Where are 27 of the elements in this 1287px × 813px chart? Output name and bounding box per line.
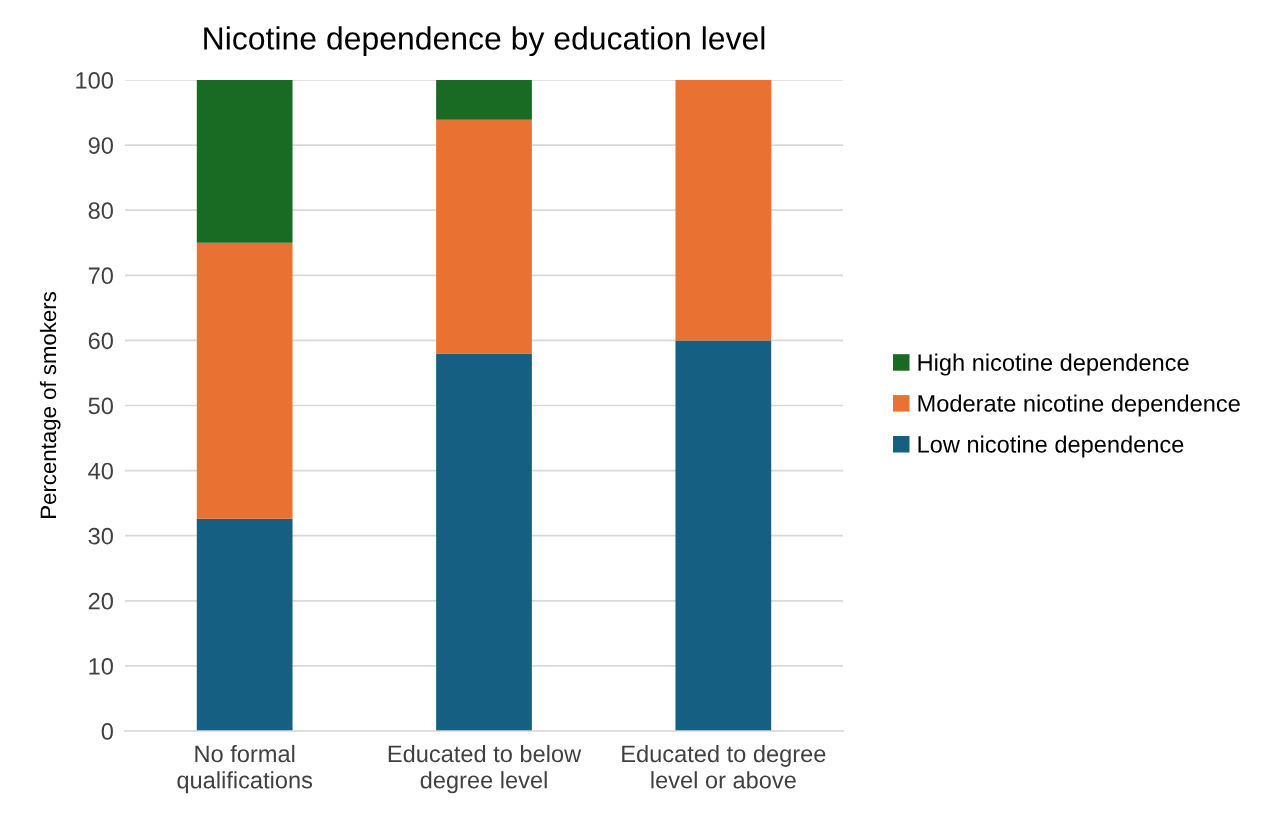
bar [675,340,772,731]
legend-label: Low nicotine dependence [918,435,1184,458]
bar [436,119,532,354]
bar [436,353,532,731]
y-tick-label: 0 [101,723,113,740]
bar [196,518,293,731]
y-tick-label: 20 [88,592,113,610]
y-tick-label: 30 [88,527,113,545]
bar [196,242,293,519]
y-axis-title: Percentage of smokers [39,292,61,518]
chart-title: Nicotine dependence by education level [204,26,765,57]
y-tick-label: 40 [88,462,113,480]
bar [196,80,293,243]
x-tick-label: Educated to degree level or above [622,744,826,789]
legend-label: High nicotine dependence [918,353,1189,376]
y-tick-label: 70 [88,267,113,285]
x-tick-label: No formal qualifications [177,744,313,794]
y-tick-label: 100 [76,72,113,89]
y-tick-label: 60 [88,332,113,350]
y-tick-label: 10 [89,657,113,675]
y-tick-label: 50 [88,397,113,415]
y-tick-label: 80 [88,202,113,219]
legend-label: Moderate nicotine dependence [918,394,1240,417]
x-tick-label: Educated to below degree level [388,744,582,794]
y-tick-label: 90 [88,137,113,154]
bar [436,80,532,120]
bar [675,80,772,341]
